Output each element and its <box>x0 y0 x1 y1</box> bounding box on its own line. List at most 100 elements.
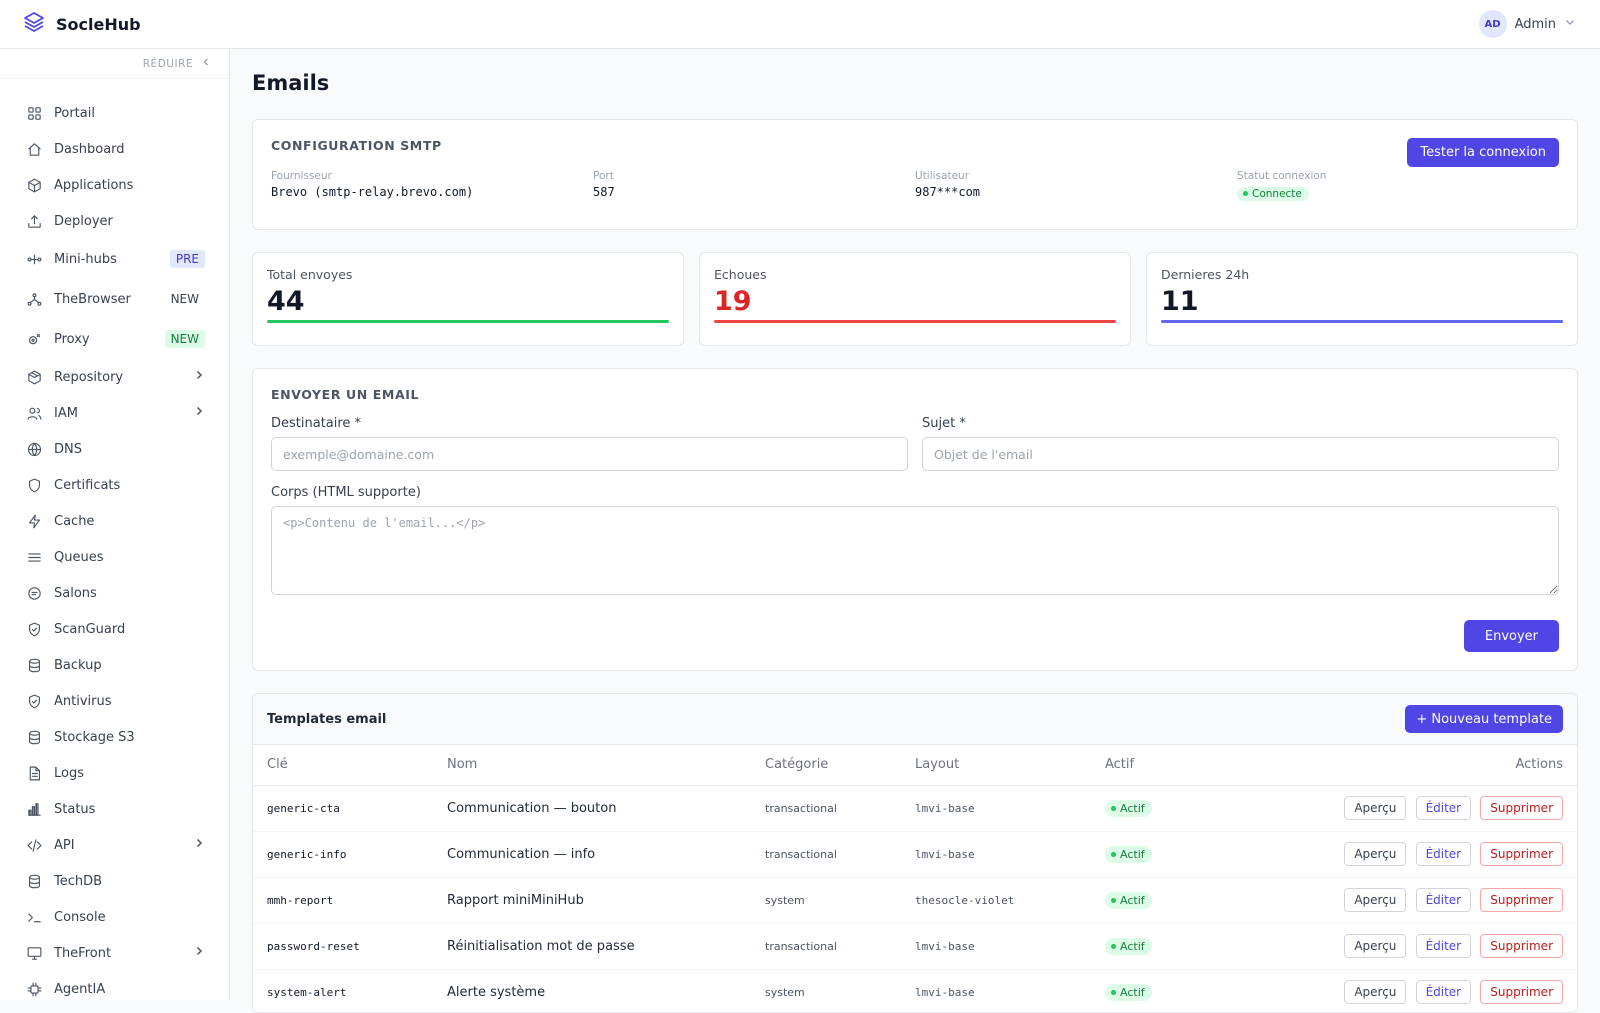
active-text: Actif <box>1120 801 1145 815</box>
sidebar-item-antivirus[interactable]: Antivirus <box>0 683 229 719</box>
delete-button[interactable]: Supprimer <box>1480 934 1563 958</box>
active-dot-icon <box>1111 805 1116 811</box>
sidebar-item-certificats[interactable]: Certificats <box>0 467 229 503</box>
sidebar-item-queues[interactable]: Queues <box>0 539 229 575</box>
cpu-icon <box>25 980 43 998</box>
delete-button[interactable]: Supprimer <box>1480 888 1563 912</box>
body-textarea[interactable] <box>271 506 1559 595</box>
sidebar-item-label: API <box>54 837 75 853</box>
sidebar-item-cache[interactable]: Cache <box>0 503 229 539</box>
edit-button[interactable]: Éditer <box>1415 934 1472 958</box>
chevron-right-icon <box>193 369 205 385</box>
sidebar-item-label: Backup <box>54 657 102 673</box>
sidebar-item-iam[interactable]: IAM <box>0 395 229 431</box>
preview-button[interactable]: Aperçu <box>1344 888 1407 912</box>
sidebar-item-mini-hubs[interactable]: Mini-hubs PRE <box>0 239 229 279</box>
sidebar-item-label: Antivirus <box>54 693 112 709</box>
new-template-button[interactable]: + Nouveau template <box>1405 705 1563 733</box>
edit-button[interactable]: Éditer <box>1415 842 1472 866</box>
edit-button[interactable]: Éditer <box>1415 980 1472 1004</box>
collapse-sidebar-button[interactable]: RÉDUIRE <box>0 49 229 79</box>
sidebar-badge: PRE <box>169 250 205 268</box>
sidebar-item-stockage-s3[interactable]: Stockage S3 <box>0 719 229 755</box>
smtp-user-value: 987***com <box>915 185 981 199</box>
template-active-cell: Actif <box>1091 785 1211 832</box>
user-menu[interactable]: AD Admin <box>1478 10 1576 38</box>
sidebar-item-label: Status <box>54 801 96 817</box>
delete-button[interactable]: Supprimer <box>1480 842 1563 866</box>
sidebar-item-api[interactable]: API <box>0 827 229 863</box>
col-category[interactable]: Catégorie <box>751 745 901 786</box>
chevron-right-icon <box>193 405 205 421</box>
recipient-input[interactable] <box>271 437 908 471</box>
sidebar-item-backup[interactable]: Backup <box>0 647 229 683</box>
stats-row: Total envoyes 44 Echoues 19 Dernieres 24… <box>252 252 1578 346</box>
sidebar-item-deployer[interactable]: Deployer <box>0 203 229 239</box>
active-badge: Actif <box>1105 983 1152 1001</box>
sidebar-item-label: Certificats <box>54 477 121 493</box>
preview-button[interactable]: Aperçu <box>1344 842 1407 866</box>
smtp-provider: Fournisseur Brevo (smtp-relay.brevo.com) <box>271 170 593 201</box>
template-actions: Aperçu Éditer Supprimer <box>1211 831 1577 878</box>
monitor-icon <box>25 944 43 962</box>
globe-icon <box>25 440 43 458</box>
stat-bar <box>1161 320 1563 323</box>
code-icon <box>25 836 43 854</box>
sidebar-item-label: TheFront <box>54 945 112 961</box>
templates-title: Templates email <box>267 711 387 727</box>
send-button[interactable]: Envoyer <box>1463 620 1559 652</box>
smtp-port-label: Port <box>593 170 614 182</box>
top-header: SocleHub AD Admin <box>0 0 1600 49</box>
collapse-label: RÉDUIRE <box>142 57 193 70</box>
template-layout: lmvi-base <box>901 785 1091 832</box>
sidebar-item-dns[interactable]: DNS <box>0 431 229 467</box>
chevron-right-icon <box>193 945 205 961</box>
template-name: Communication — bouton <box>433 785 751 832</box>
sidebar-item-thebrowser[interactable]: TheBrowser NEW <box>0 279 229 319</box>
col-layout[interactable]: Layout <box>901 745 1091 786</box>
col-name[interactable]: Nom <box>433 745 751 786</box>
sidebar-item-portail[interactable]: Portail <box>0 95 229 131</box>
template-actions: Aperçu Éditer Supprimer <box>1211 923 1577 970</box>
status-dot-icon <box>1243 191 1248 196</box>
sidebar-item-console[interactable]: Console <box>0 899 229 935</box>
active-badge: Actif <box>1105 891 1152 909</box>
smtp-status: Statut connexion Connecte <box>1237 170 1559 201</box>
sidebar-item-logs[interactable]: Logs <box>0 755 229 791</box>
status-badge: Connecte <box>1237 186 1309 201</box>
delete-button[interactable]: Supprimer <box>1480 980 1563 1004</box>
test-connection-button[interactable]: Tester la connexion <box>1407 138 1559 167</box>
sidebar-item-dashboard[interactable]: Dashboard <box>0 131 229 167</box>
list-icon <box>25 548 43 566</box>
edit-button[interactable]: Éditer <box>1415 796 1472 820</box>
preview-button[interactable]: Aperçu <box>1344 934 1407 958</box>
delete-button[interactable]: Supprimer <box>1480 796 1563 820</box>
preview-button[interactable]: Aperçu <box>1344 980 1407 1004</box>
stat-value: 19 <box>714 286 752 317</box>
sidebar-item-salons[interactable]: Salons <box>0 575 229 611</box>
sidebar-item-applications[interactable]: Applications <box>0 167 229 203</box>
upload-icon <box>25 212 43 230</box>
edit-button[interactable]: Éditer <box>1415 888 1472 912</box>
form-row: Destinataire * Sujet * <box>271 416 1559 471</box>
nodes-icon <box>25 250 43 268</box>
template-category: transactional <box>751 785 901 832</box>
subject-input[interactable] <box>922 437 1559 471</box>
active-text: Actif <box>1120 985 1145 999</box>
sidebar-item-label: Logs <box>54 765 84 781</box>
active-text: Actif <box>1120 939 1145 953</box>
col-key[interactable]: Clé <box>253 745 433 786</box>
sidebar-badge: NEW <box>164 330 205 348</box>
sidebar-item-label: Repository <box>54 369 124 385</box>
sidebar-item-scanguard[interactable]: ScanGuard <box>0 611 229 647</box>
brand[interactable]: SocleHub <box>22 10 141 38</box>
preview-button[interactable]: Aperçu <box>1344 796 1407 820</box>
sidebar-item-thefront[interactable]: TheFront <box>0 935 229 971</box>
sidebar-item-status[interactable]: Status <box>0 791 229 827</box>
stat-label: Total envoyes <box>267 267 353 282</box>
sidebar-item-proxy[interactable]: Proxy NEW <box>0 319 229 359</box>
sidebar-item-agentia[interactable]: AgentIA <box>0 971 229 1007</box>
col-active[interactable]: Actif <box>1091 745 1211 786</box>
sidebar-item-techdb[interactable]: TechDB <box>0 863 229 899</box>
sidebar-item-repository[interactable]: Repository <box>0 359 229 395</box>
